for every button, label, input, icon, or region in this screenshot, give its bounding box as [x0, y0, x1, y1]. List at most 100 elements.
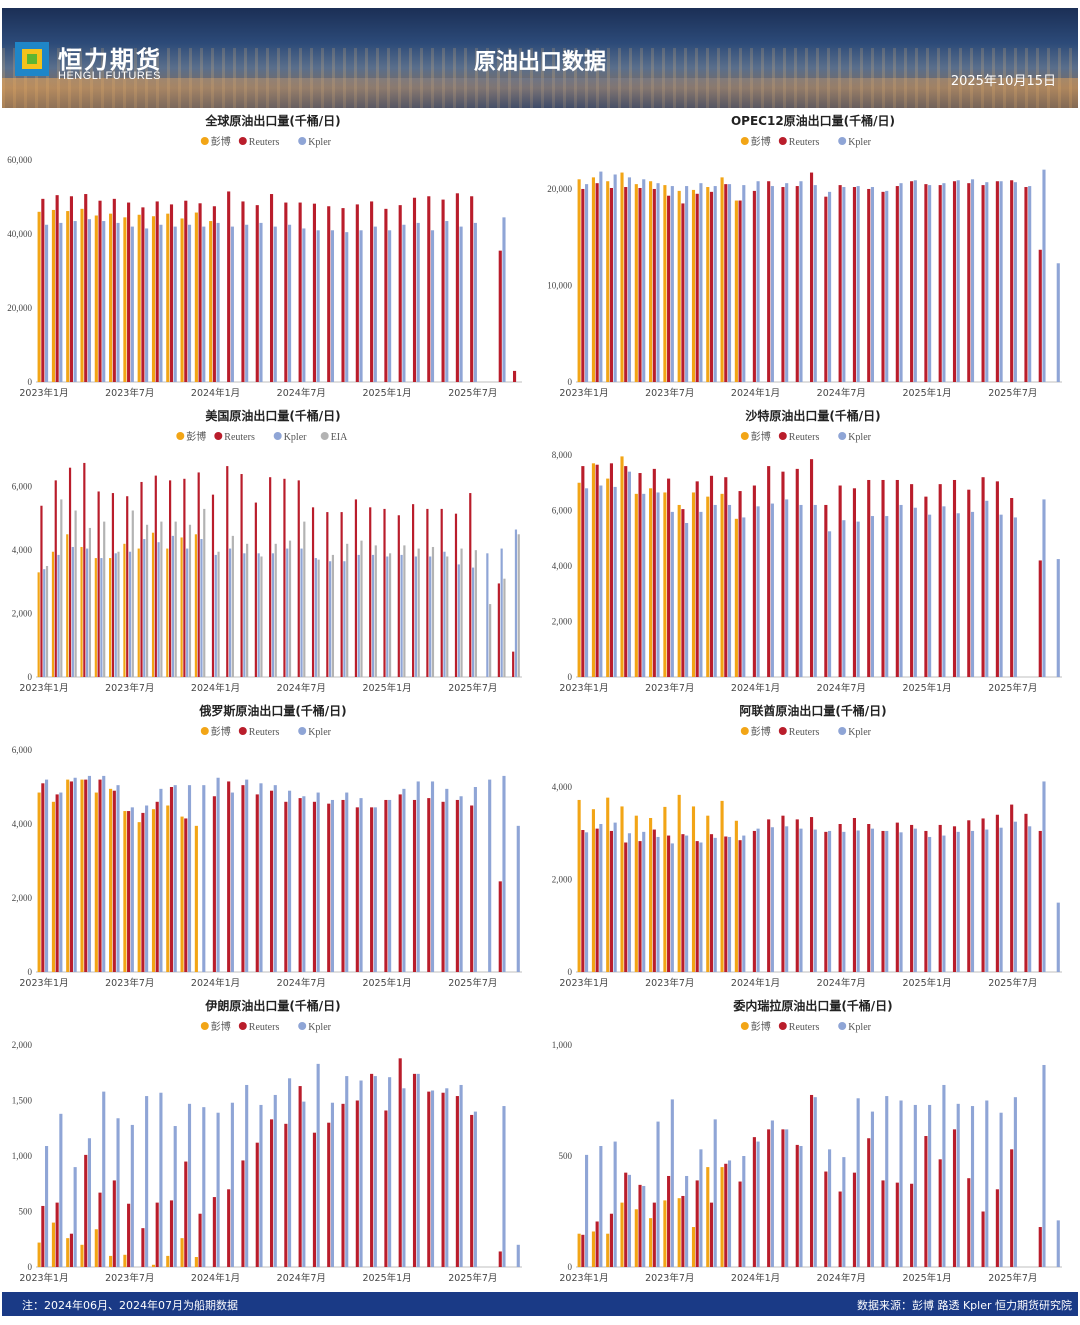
bar-bloomberg — [706, 815, 710, 972]
bar-bloomberg — [51, 801, 55, 972]
bar-reuters — [852, 1172, 856, 1267]
bar-bloomberg — [649, 817, 653, 972]
chart-uae-exports: 阿联酋原油出口量(千桶/日) 彭博 Reuters Kpler 0 2,000 4,000 2… — [540, 700, 1070, 992]
bar-kpler — [87, 1138, 92, 1267]
chart-iran-exports: 伊朗原油出口量(千桶/日) 彭博 Reuters Kpler 0 500 1,000 1,50… — [0, 995, 530, 1287]
bar-reuters — [397, 515, 400, 677]
bar-reuters — [995, 1189, 999, 1267]
bar-reuters — [1038, 249, 1042, 382]
bar-kpler — [316, 792, 320, 972]
bar-kpler — [202, 226, 206, 382]
header-banner: 恒力期货 HENGLI FUTURES 原油出口数据 2025年10月15日 — [2, 8, 1078, 108]
bar-bloomberg — [180, 537, 183, 677]
legend-marker-bloomberg — [740, 432, 749, 440]
x-tick-label: 2025年1月 — [902, 387, 951, 399]
x-tick-label: 2024年7月 — [817, 1272, 866, 1284]
x-tick-label: 2024年7月 — [817, 682, 866, 694]
bar-eia — [346, 543, 349, 677]
y-tick-label: 6,000 — [12, 745, 33, 755]
bar-reuters — [69, 1233, 73, 1267]
bar-eia — [217, 551, 220, 677]
bar-kpler — [1042, 1064, 1046, 1267]
bar-kpler — [202, 785, 206, 972]
bar-kpler — [928, 1104, 932, 1267]
bar-kpler — [286, 548, 289, 677]
y-tick-label: 40,000 — [7, 229, 32, 239]
bar-kpler — [71, 546, 74, 677]
bar-reuters — [284, 801, 288, 972]
bar-reuters — [1010, 498, 1014, 677]
bar-kpler — [245, 779, 249, 972]
bar-eia — [188, 524, 192, 677]
bar-bloomberg — [123, 811, 127, 972]
y-tick-label: 4,000 — [12, 545, 33, 555]
bar-kpler — [288, 224, 292, 382]
bar-kpler — [288, 1078, 292, 1267]
bar-reuters — [141, 207, 145, 382]
bar-bloomberg — [620, 1202, 624, 1267]
bar-reuters — [938, 1159, 942, 1267]
bar-kpler — [856, 1098, 860, 1267]
chart-svg: 阿联酋原油出口量(千桶/日) 彭博 Reuters Kpler 0 2,000 4,000 2… — [552, 703, 1062, 989]
bar-reuters — [910, 824, 914, 972]
bar-kpler — [230, 792, 234, 972]
bar-reuters — [767, 181, 771, 382]
bar-kpler — [956, 831, 960, 972]
bar-bloomberg — [634, 1209, 638, 1267]
bar-reuters — [867, 1138, 871, 1267]
bar-reuters — [767, 466, 771, 677]
bar-bloomberg — [151, 532, 155, 677]
bar-reuters — [852, 488, 856, 677]
bar-reuters — [284, 1123, 288, 1267]
x-tick-label: 2025年1月 — [902, 977, 951, 989]
legend-marker-bloomberg — [176, 432, 185, 440]
bar-kpler — [627, 471, 632, 677]
bar-kpler — [785, 826, 789, 972]
x-tick-label: 2024年1月 — [191, 1272, 240, 1284]
bar-kpler — [913, 507, 917, 677]
chart-svg: OPEC12原油出口量(千桶/日) 彭博 Reuters Kpler 0 10,000 20… — [547, 113, 1062, 399]
bar-reuters — [184, 818, 188, 972]
bar-kpler — [1056, 902, 1060, 973]
bar-bloomberg — [166, 548, 169, 677]
bar-kpler — [157, 542, 160, 677]
bar-kpler — [359, 230, 363, 382]
bar-reuters — [638, 841, 642, 972]
bar-kpler — [670, 186, 674, 382]
x-tick-label: 2025年7月 — [448, 977, 497, 989]
bar-kpler — [187, 785, 192, 972]
bar-kpler — [942, 506, 946, 677]
bar-kpler — [756, 181, 760, 382]
bar-kpler — [756, 506, 760, 677]
legend-marker-kpler — [298, 727, 307, 735]
bar-kpler — [842, 520, 846, 677]
bar-reuters — [695, 1180, 699, 1267]
bar-kpler — [171, 535, 174, 677]
bar-reuters — [824, 1171, 828, 1267]
bar-kpler — [713, 1119, 717, 1267]
bar-bloomberg — [591, 463, 595, 677]
chart-title: 委内瑞拉原油出口量(千桶/日) — [732, 998, 892, 1013]
bar-kpler — [770, 503, 774, 677]
x-tick-label: 2023年7月 — [105, 387, 154, 399]
bar-reuters — [910, 181, 914, 382]
bar-reuters — [781, 471, 785, 677]
bar-kpler — [87, 219, 92, 382]
x-tick-label: 2024年7月 — [277, 1272, 326, 1284]
bar-kpler — [330, 1102, 335, 1267]
bar-kpler — [473, 1111, 477, 1267]
bar-reuters — [952, 479, 957, 677]
bar-reuters — [326, 512, 329, 677]
bar-reuters — [638, 187, 642, 382]
bar-kpler — [899, 183, 903, 382]
bar-bloomberg — [720, 1167, 724, 1267]
bar-kpler — [1013, 1097, 1017, 1267]
bar-reuters — [227, 1189, 231, 1267]
bar-kpler — [130, 226, 134, 382]
bar-kpler — [685, 522, 689, 677]
bar-reuters — [426, 508, 429, 677]
bar-reuters — [469, 493, 472, 677]
bar-reuters — [838, 485, 842, 677]
bar-kpler — [656, 492, 660, 677]
bar-kpler — [316, 230, 320, 382]
